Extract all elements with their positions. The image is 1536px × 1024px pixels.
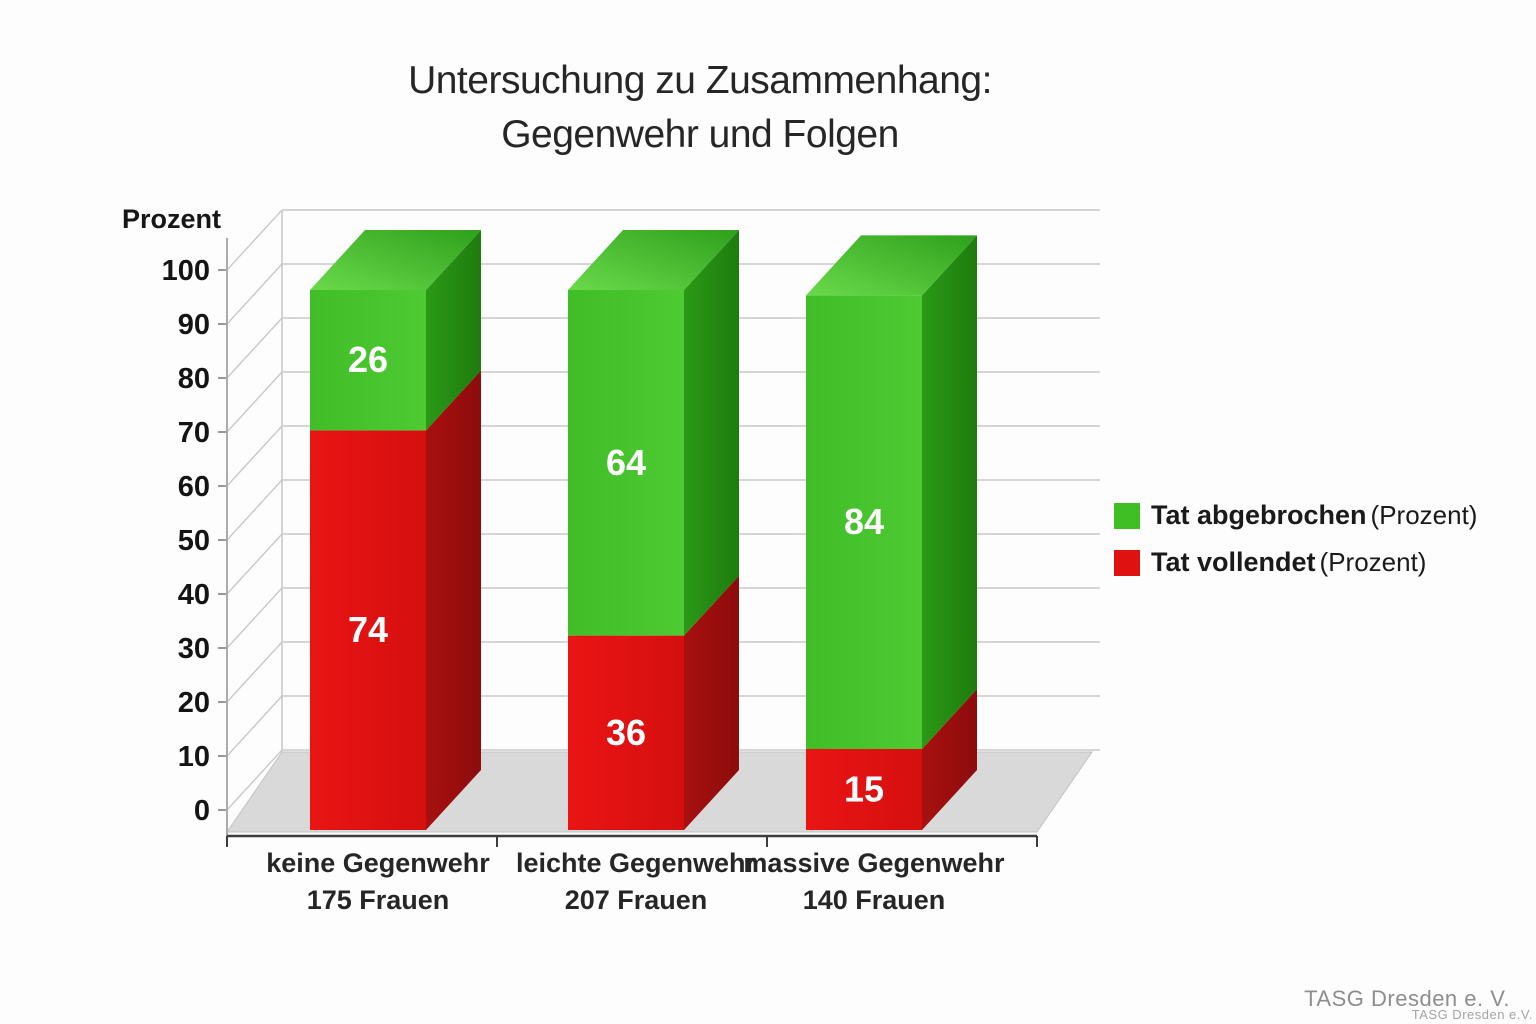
legend-suffix: (Prozent) [1370, 500, 1478, 530]
credit-text: TASG Dresden e. V. [1304, 986, 1510, 1011]
y-tick-label-30: 30 [178, 633, 210, 665]
gridline-diagonal-0 [226, 749, 283, 811]
legend-label: Tat vollendet [1151, 547, 1316, 577]
value-label: 26 [348, 339, 388, 380]
gridline-diagonal-40 [226, 533, 283, 595]
bar-segment-front [806, 749, 922, 830]
value-label: 74 [348, 609, 388, 650]
y-tick-label-80: 80 [178, 363, 210, 395]
gridline-diagonal-90 [226, 263, 283, 325]
gridline-diagonal-30 [226, 587, 283, 649]
bar-segment-side [922, 689, 977, 830]
bar-segment-front [568, 290, 684, 636]
y-tick-label-70: 70 [178, 417, 210, 449]
legend-label: Tat abgebrochen [1151, 500, 1367, 530]
y-tick-label-0: 0 [194, 795, 210, 827]
watermark-text: TASG Dresden e.V. [1411, 1007, 1533, 1022]
y-tick-label-50: 50 [178, 525, 210, 557]
bar-segment-front [568, 635, 684, 830]
legend-item-tat-abgebrochen: Tat abgebrochen (Prozent) [1114, 500, 1477, 531]
bar-top-face [806, 235, 977, 296]
y-axis-title: Prozent [122, 204, 222, 234]
gridline-diagonal-20 [226, 641, 283, 703]
category-label: leichte Gegenwehr [516, 848, 757, 878]
value-label: 36 [606, 712, 646, 753]
y-tick-label-40: 40 [178, 579, 210, 611]
category-count-label: 207 Frauen [565, 885, 708, 915]
legend-item-tat-vollendet: Tat vollendet (Prozent) [1114, 547, 1477, 578]
bar-1-keine-gegenwehr: 74 26 [310, 230, 481, 830]
category-label: keine Gegenwehr [266, 848, 490, 878]
value-label: 64 [606, 442, 646, 483]
value-label: 15 [844, 769, 884, 810]
gridline-diagonal-100 [226, 209, 283, 271]
y-tick-label-20: 20 [178, 687, 210, 719]
legend-swatch-green-rect [1114, 502, 1140, 529]
legend: Tat abgebrochen (Prozent) Tat vollendet (P… [1114, 500, 1477, 578]
y-tick-label-10: 10 [178, 741, 210, 773]
gridline-diagonal-50 [226, 479, 283, 541]
y-tick-label-100: 100 [162, 255, 210, 287]
bar-segment-front [310, 290, 426, 431]
category-count-label: 140 Frauen [803, 885, 946, 915]
gridline-diagonal-60 [226, 425, 283, 487]
legend-swatch-green [1114, 502, 1140, 529]
gridline-diagonal-70 [226, 371, 283, 433]
page-title-line1: Untersuchung zu Zusammenhang: [408, 59, 992, 102]
category-count-label: 175 Frauen [307, 885, 450, 915]
bar-top-face [568, 230, 739, 290]
y-tick-label-90: 90 [178, 309, 210, 341]
bar-2-leichte-gegenwehr: 36 64 [568, 230, 739, 830]
bar-segment-front [806, 295, 922, 749]
bar-top-face [310, 230, 481, 290]
bar-segment-side [426, 370, 481, 830]
legend-suffix: (Prozent) [1319, 547, 1427, 577]
bar-segment-side [922, 235, 977, 749]
value-label: 84 [844, 501, 884, 542]
y-tick-label-60: 60 [178, 471, 210, 503]
gridline-diagonal-80 [226, 317, 283, 379]
page-title-line2: Gegenwehr und Folgen [501, 112, 899, 156]
page-title: Untersuchung zu Zusammenhang: Gegenwehr … [0, 54, 1400, 162]
legend-swatch-red-rect [1114, 549, 1140, 576]
category-label: massive Gegenwehr [743, 848, 1005, 878]
bar-segment-side [684, 230, 739, 636]
gridline-diagonal-10 [226, 695, 283, 757]
bar-segment-front [310, 430, 426, 830]
bar-segment-side [684, 575, 739, 830]
bar-segment-side [426, 230, 481, 431]
legend-swatch-red [1114, 549, 1140, 576]
